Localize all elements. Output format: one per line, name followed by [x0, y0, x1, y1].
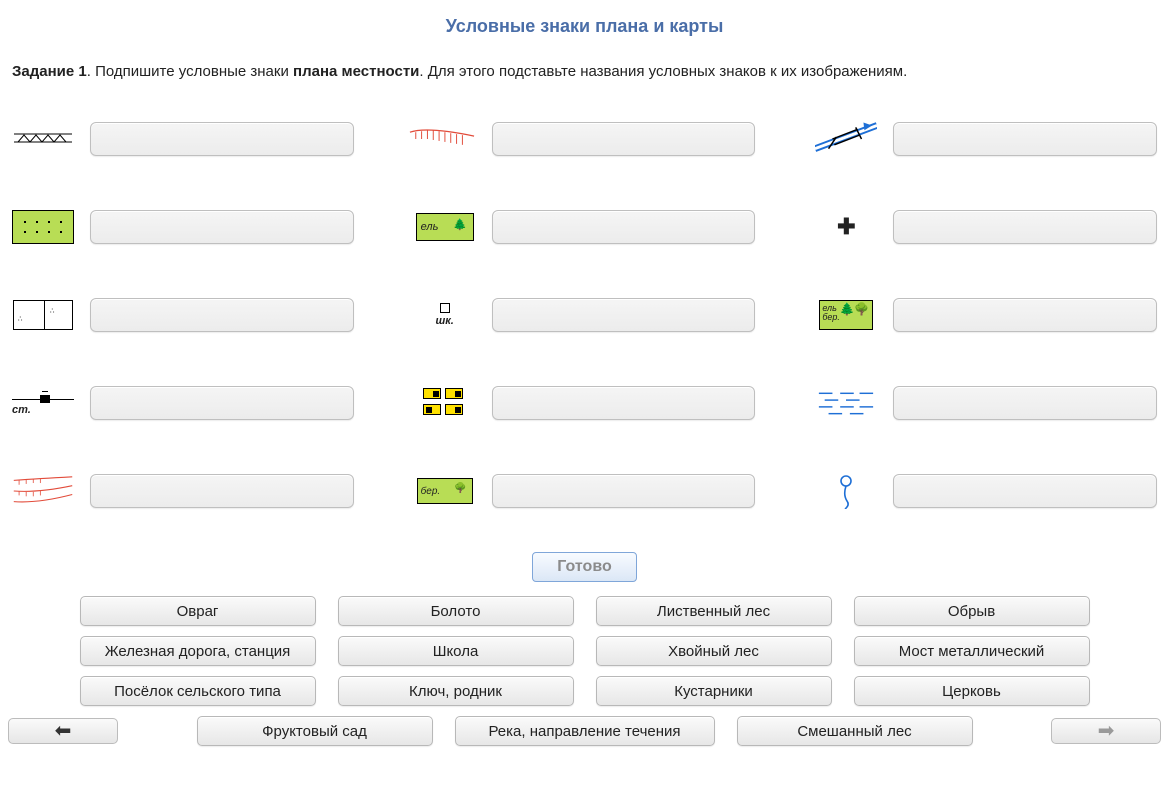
symbol-rural-village [414, 384, 476, 422]
answer-chip[interactable]: Церковь [854, 676, 1090, 706]
symbol-school: шк. [414, 296, 476, 334]
prev-button[interactable]: ⬅ [8, 718, 118, 744]
answer-chip[interactable]: Кустарники [596, 676, 832, 706]
cell-spring [815, 472, 1157, 510]
task-text: Задание 1. Подпишите условные знаки план… [8, 63, 1161, 80]
symbol-shrubs: ∴ ∴ [12, 296, 74, 334]
symbol-deciduous-forest: бер. 🌳 [414, 472, 476, 510]
answer-chip[interactable]: Лиственный лес [596, 596, 832, 626]
task-number: Задание 1 [12, 63, 87, 80]
answer-chip[interactable]: Ключ, родник [338, 676, 574, 706]
symbol-coniferous-forest: ель 🌲 [414, 208, 476, 246]
symbol-spring [815, 472, 877, 510]
cell-orchard [12, 208, 354, 246]
cell-zigzag [12, 120, 354, 158]
arrow-right-icon: ➡ [1098, 721, 1115, 741]
school-label: шк. [435, 315, 453, 327]
answers-row-last: Фруктовый сад Река, направление течения … [118, 716, 1051, 746]
cell-mixed-forest: ель бер. 🌲🌳 [815, 296, 1157, 334]
symbols-grid: ель 🌲 ✚ ∴ ∴ шк. [8, 120, 1161, 510]
drop-slot[interactable] [893, 298, 1157, 332]
answer-chip[interactable]: Мост металлический [854, 636, 1090, 666]
answer-chip[interactable]: Школа [338, 636, 574, 666]
answer-chip[interactable]: Посёлок сельского типа [80, 676, 316, 706]
symbol-orchard [12, 208, 74, 246]
answer-chip[interactable]: Обрыв [854, 596, 1090, 626]
cell-shrubs: ∴ ∴ [12, 296, 354, 334]
birch-tree-icon: 🌳 [454, 483, 466, 494]
drop-slot[interactable] [90, 474, 354, 508]
drop-slot[interactable] [492, 386, 756, 420]
answer-chip[interactable]: Смешанный лес [737, 716, 973, 746]
answer-chip[interactable]: Река, направление течения [455, 716, 715, 746]
drop-slot[interactable] [492, 122, 756, 156]
spruce-tree-icon: 🌲 [453, 218, 467, 231]
cell-school: шк. [414, 296, 756, 334]
answers-row: Железная дорога, станция Школа Хвойный л… [8, 636, 1161, 666]
cell-gully [12, 472, 354, 510]
cell-railway: ст. [12, 384, 354, 422]
answer-chip[interactable]: Железная дорога, станция [80, 636, 316, 666]
symbol-cliff [414, 120, 476, 158]
task-text-a: . Подпишите условные знаки [87, 63, 293, 80]
drop-slot[interactable] [90, 386, 354, 420]
church-cross-icon: ✚ [837, 216, 855, 238]
symbol-mixed-forest: ель бер. 🌲🌳 [815, 296, 877, 334]
symbol-metal-bridge [815, 120, 877, 158]
answers-row: Посёлок сельского типа Ключ, родник Куст… [8, 676, 1161, 706]
task-text-b: . Для этого подставьте названия условных… [419, 63, 907, 80]
task-bold: плана местности [293, 63, 419, 80]
nav-row: ⬅ Фруктовый сад Река, направление течени… [8, 716, 1161, 746]
birch-label: бер. [421, 486, 441, 497]
arrow-left-icon: ⬅ [55, 721, 72, 741]
answer-chip[interactable]: Овраг [80, 596, 316, 626]
answer-chip[interactable]: Болото [338, 596, 574, 626]
next-button[interactable]: ➡ [1051, 718, 1161, 744]
drop-slot[interactable] [492, 298, 756, 332]
cell-church: ✚ [815, 208, 1157, 246]
spruce-label: ель [421, 221, 439, 233]
station-label: ст. [12, 404, 31, 416]
ready-button[interactable]: Готово [532, 552, 636, 582]
answers-bank: Овраг Болото Лиственный лес Обрыв Железн… [8, 596, 1161, 706]
drop-slot[interactable] [893, 122, 1157, 156]
page-title: Условные знаки плана и карты [8, 16, 1161, 37]
drop-slot[interactable] [90, 122, 354, 156]
cell-ravine [414, 120, 756, 158]
answers-row: Овраг Болото Лиственный лес Обрыв [8, 596, 1161, 626]
symbol-railway-station: ст. [12, 384, 74, 422]
drop-slot[interactable] [492, 210, 756, 244]
cell-swamp [815, 384, 1157, 422]
drop-slot[interactable] [893, 474, 1157, 508]
cell-bridge [815, 120, 1157, 158]
symbol-church: ✚ [815, 208, 877, 246]
drop-slot[interactable] [492, 474, 756, 508]
mixed-trees-icon: 🌲🌳 [839, 305, 869, 314]
symbol-swamp [815, 384, 877, 422]
symbol-gully [12, 472, 74, 510]
cell-village [414, 384, 756, 422]
answer-chip[interactable]: Фруктовый сад [197, 716, 433, 746]
symbol-zigzag-embankment [12, 120, 74, 158]
cell-spruce-forest: ель 🌲 [414, 208, 756, 246]
cell-birch-forest: бер. 🌳 [414, 472, 756, 510]
answer-chip[interactable]: Хвойный лес [596, 636, 832, 666]
drop-slot[interactable] [90, 298, 354, 332]
drop-slot[interactable] [893, 386, 1157, 420]
drop-slot[interactable] [90, 210, 354, 244]
drop-slot[interactable] [893, 210, 1157, 244]
